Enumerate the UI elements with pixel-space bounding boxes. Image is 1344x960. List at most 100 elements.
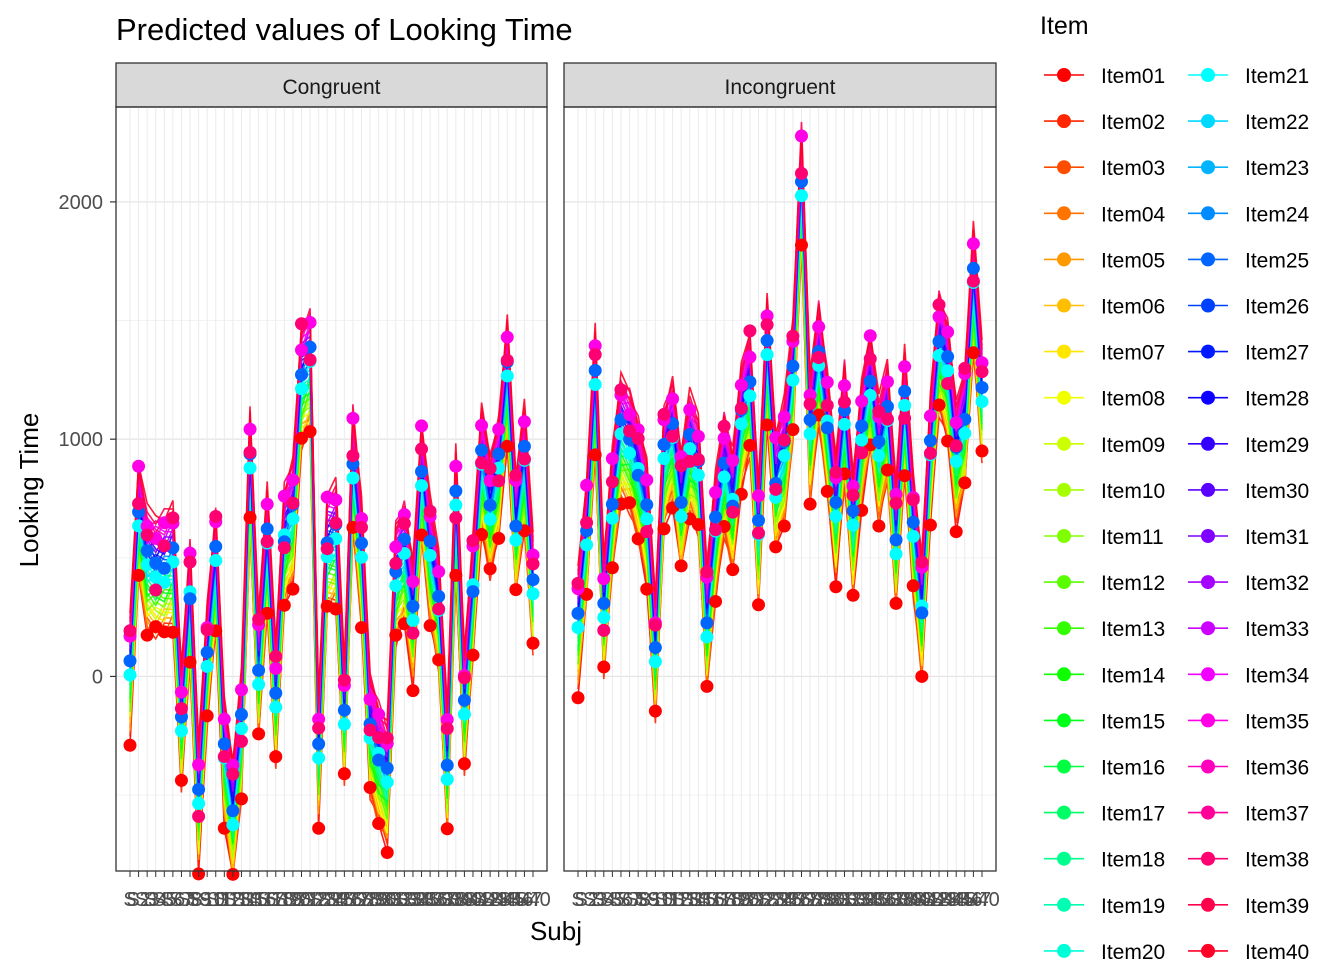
point-item38 bbox=[132, 497, 146, 511]
legend-label: Item16 bbox=[1101, 757, 1165, 780]
x-tick-label: S41 bbox=[455, 889, 491, 911]
x-tick-label: S19 bbox=[715, 889, 751, 911]
x-tick-label: S21 bbox=[732, 889, 768, 911]
point-item25 bbox=[423, 534, 437, 548]
point-item38 bbox=[614, 383, 628, 397]
point-item35 bbox=[597, 572, 611, 586]
x-tick-label: S13 bbox=[215, 889, 251, 911]
point-item21 bbox=[846, 518, 860, 532]
point-item21 bbox=[760, 348, 774, 362]
x-tick-label: S8 bbox=[626, 889, 650, 911]
x-tick-label: S17 bbox=[698, 889, 734, 911]
legend-entry-item34: Item34 bbox=[1188, 664, 1310, 687]
x-tick-label: S35 bbox=[852, 889, 888, 911]
x-tick-label: S18 bbox=[258, 889, 294, 911]
legend-key-point bbox=[1057, 252, 1071, 267]
x-tick-label: S45 bbox=[938, 889, 974, 911]
x-tick-label: S13 bbox=[663, 889, 699, 911]
x-tick-label: S46 bbox=[498, 889, 534, 911]
x-tick-label: S32 bbox=[827, 889, 863, 911]
legend-label: Item28 bbox=[1245, 388, 1309, 411]
legend-entry-item03: Item03 bbox=[1044, 157, 1165, 180]
point-item35 bbox=[812, 320, 826, 334]
x-tick-label: S22 bbox=[741, 889, 777, 911]
x-tick-label: S bbox=[123, 889, 136, 911]
point-item38 bbox=[406, 626, 420, 640]
point-item35 bbox=[760, 309, 774, 323]
point-item38 bbox=[588, 348, 602, 362]
point-item01 bbox=[872, 519, 886, 533]
point-item01 bbox=[820, 484, 834, 498]
point-item21 bbox=[509, 533, 523, 547]
point-item35 bbox=[475, 418, 489, 432]
strip-label-congruent: Congruent bbox=[282, 76, 380, 99]
legend-entry-item19: Item19 bbox=[1044, 895, 1165, 918]
x-tick-label: S16 bbox=[689, 889, 725, 911]
point-item21 bbox=[226, 818, 240, 832]
point-item25 bbox=[872, 435, 886, 449]
legend-key-point bbox=[1201, 713, 1215, 728]
point-item38 bbox=[389, 556, 403, 570]
point-item25 bbox=[674, 495, 688, 509]
point-item38 bbox=[217, 750, 231, 764]
point-item01 bbox=[337, 767, 351, 781]
point-item38 bbox=[492, 474, 506, 488]
point-item21 bbox=[286, 512, 300, 526]
point-item35 bbox=[846, 479, 860, 493]
x-tick-label: S43 bbox=[472, 889, 508, 911]
point-item21 bbox=[674, 509, 688, 523]
point-item25 bbox=[397, 532, 411, 546]
point-item21 bbox=[803, 427, 817, 441]
point-item01 bbox=[597, 660, 611, 674]
point-item38 bbox=[312, 721, 326, 735]
point-item01 bbox=[200, 709, 214, 723]
point-item01 bbox=[709, 594, 723, 608]
point-item38 bbox=[709, 523, 723, 537]
point-item35 bbox=[440, 713, 454, 727]
legend-label: Item22 bbox=[1245, 111, 1309, 134]
point-item38 bbox=[269, 649, 283, 663]
point-item01 bbox=[140, 628, 154, 642]
point-item21 bbox=[174, 724, 188, 738]
point-item21 bbox=[483, 512, 497, 526]
point-item35 bbox=[803, 388, 817, 402]
point-item38 bbox=[605, 475, 619, 489]
point-item01 bbox=[923, 518, 937, 532]
point-item35 bbox=[640, 473, 654, 487]
x-tick-label: S bbox=[571, 889, 584, 911]
point-item38 bbox=[941, 377, 955, 391]
point-item35 bbox=[234, 683, 248, 697]
x-tick-label: S24 bbox=[758, 889, 794, 911]
x-tick-label: S10 bbox=[189, 889, 225, 911]
legend-entry-item24: Item24 bbox=[1188, 203, 1310, 226]
point-item38 bbox=[500, 353, 514, 367]
point-item35 bbox=[726, 454, 740, 468]
point-item38 bbox=[449, 511, 463, 525]
point-item21 bbox=[500, 369, 514, 383]
x-tick-label: S27 bbox=[784, 889, 820, 911]
point-item38 bbox=[760, 318, 774, 332]
legend-key-point bbox=[1201, 805, 1215, 820]
legend-entry-item36: Item36 bbox=[1188, 757, 1309, 780]
legend-label: Item38 bbox=[1245, 849, 1309, 872]
x-tick-label: S4 bbox=[143, 889, 167, 911]
point-item25 bbox=[906, 515, 920, 529]
legend-entry-item21: Item21 bbox=[1188, 65, 1309, 88]
point-item35 bbox=[432, 565, 446, 579]
legend-key-point bbox=[1057, 713, 1071, 728]
point-item38 bbox=[958, 361, 972, 375]
legend-label: Item30 bbox=[1245, 480, 1309, 503]
x-tick-label: S46 bbox=[947, 889, 983, 911]
point-item01 bbox=[380, 845, 394, 859]
point-item35 bbox=[941, 325, 955, 339]
point-item35 bbox=[966, 237, 980, 251]
x-tick-label: S44 bbox=[930, 889, 966, 911]
point-item01 bbox=[949, 525, 963, 539]
point-item25 bbox=[312, 737, 326, 751]
point-item01 bbox=[803, 497, 817, 511]
point-item25 bbox=[700, 616, 714, 630]
x-tick-label: S12 bbox=[655, 889, 691, 911]
x-tick-label: S36 bbox=[412, 889, 448, 911]
point-item21 bbox=[734, 417, 748, 431]
point-item01 bbox=[372, 817, 386, 831]
